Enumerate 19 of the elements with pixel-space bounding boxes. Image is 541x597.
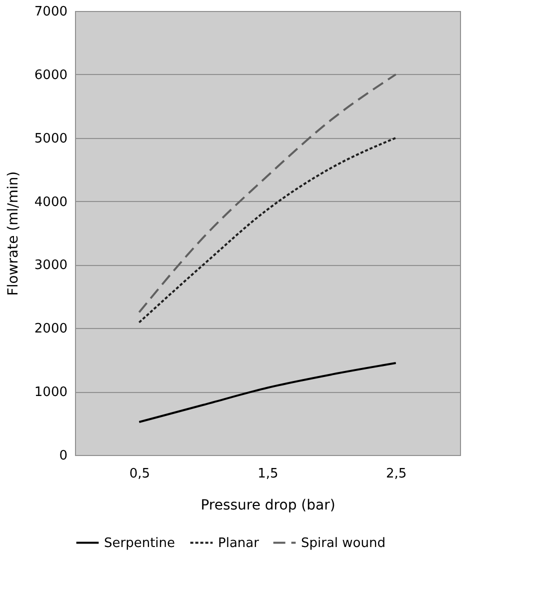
y-tick-label: 1000 — [34, 385, 68, 400]
y-tick-label: 5000 — [34, 131, 68, 146]
x-tick-label: 1,5 — [258, 466, 278, 482]
y-tick-label: 6000 — [34, 68, 68, 83]
y-tick-label: 0 — [59, 448, 68, 464]
y-axis-title: Flowrate (ml/min) — [5, 171, 22, 296]
legend-label: Serpentine — [104, 536, 176, 551]
legend-label: Planar — [218, 536, 260, 551]
y-tick-label: 2000 — [34, 322, 68, 337]
x-tick-label: 0,5 — [129, 466, 150, 482]
y-tick-label: 3000 — [34, 258, 68, 274]
line-series — [138, 136, 397, 324]
y-tick-label: 4000 — [34, 194, 68, 210]
legend-label: Spiral wound — [301, 536, 386, 551]
line-series — [138, 73, 397, 314]
line-series — [138, 362, 397, 424]
x-tick-label: 2,5 — [386, 466, 407, 482]
y-tick-label: 7000 — [34, 4, 68, 20]
x-axis-title: Pressure drop (bar) — [200, 498, 336, 514]
